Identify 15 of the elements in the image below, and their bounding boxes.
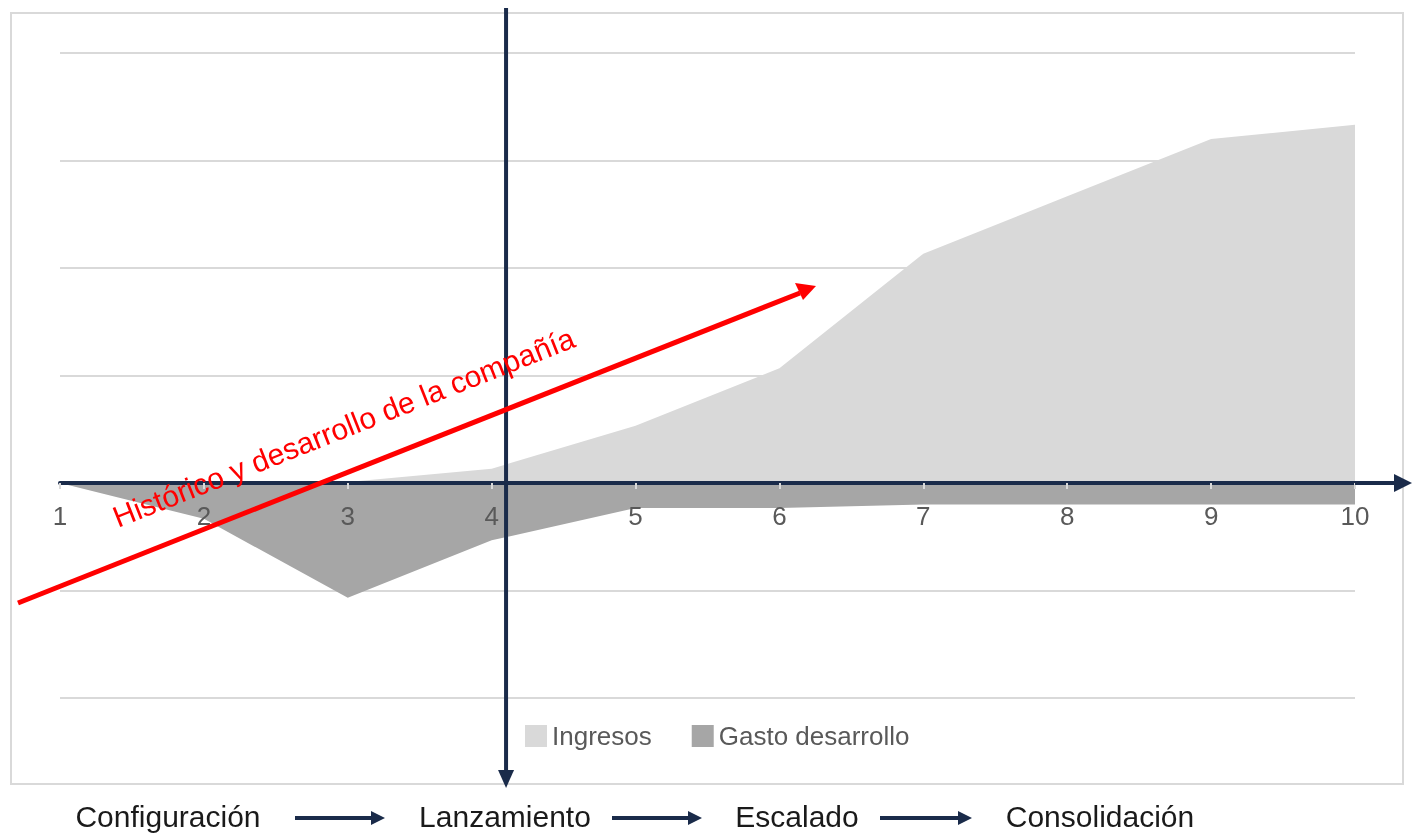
x-tick-label: 3: [340, 501, 356, 531]
x-tick-label: 9: [1203, 501, 1219, 531]
x-tick-label: 4: [484, 501, 499, 531]
legend-label: Ingresos: [552, 721, 652, 751]
x-tick-label: 6: [772, 501, 787, 531]
legend-label: Gasto desarrollo: [718, 721, 910, 751]
x-tick-label: 5: [628, 501, 643, 531]
text: Escalado: [735, 800, 859, 834]
x-tick-label: 7: [916, 501, 931, 531]
x-tick-label: 1: [52, 501, 68, 531]
text: Consolidación: [1005, 800, 1195, 834]
text: Configuración: [75, 800, 261, 834]
text: Lanzamiento: [419, 800, 591, 834]
x-tick-label: 8: [1059, 501, 1075, 531]
x-tick-label: 10: [1340, 501, 1370, 531]
